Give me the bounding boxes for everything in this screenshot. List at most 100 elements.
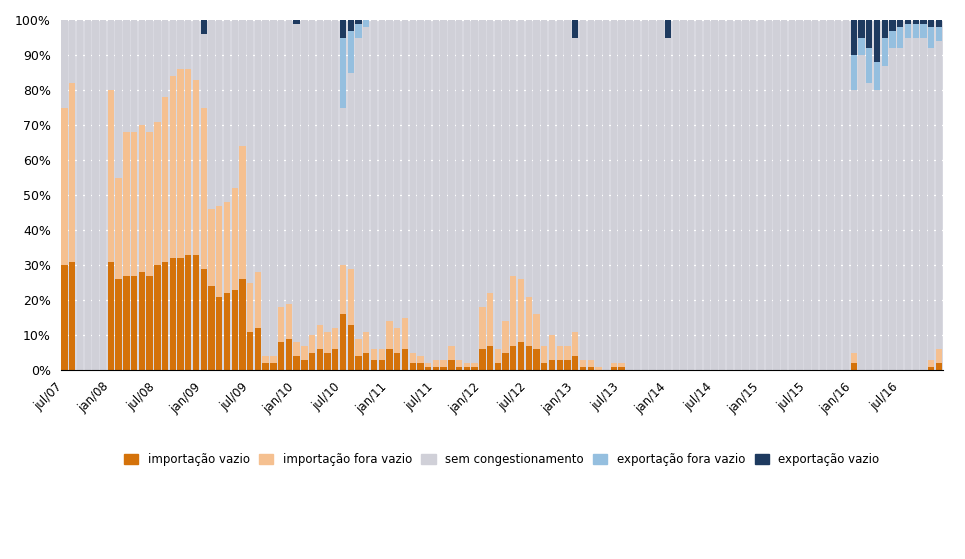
Bar: [232, 290, 238, 371]
Bar: [409, 353, 416, 363]
Bar: [480, 349, 485, 371]
Bar: [565, 20, 570, 346]
Bar: [201, 20, 207, 34]
Bar: [363, 332, 370, 353]
Bar: [549, 20, 555, 335]
Bar: [472, 20, 478, 363]
Bar: [378, 360, 385, 371]
Bar: [905, 23, 911, 37]
Bar: [850, 353, 857, 363]
Bar: [425, 20, 431, 363]
Bar: [340, 108, 346, 266]
Bar: [131, 276, 137, 371]
Bar: [897, 27, 903, 48]
Bar: [455, 367, 462, 371]
Bar: [262, 20, 269, 357]
Bar: [332, 20, 339, 328]
Bar: [719, 20, 726, 371]
Bar: [124, 276, 129, 371]
Bar: [355, 37, 362, 339]
Bar: [224, 293, 230, 371]
Bar: [703, 20, 710, 371]
Bar: [208, 209, 214, 286]
Bar: [69, 83, 75, 262]
Bar: [347, 73, 354, 269]
Bar: [510, 276, 516, 346]
Bar: [386, 20, 393, 321]
Bar: [278, 307, 285, 343]
Bar: [347, 325, 354, 371]
Bar: [688, 20, 695, 371]
Bar: [580, 20, 586, 360]
Bar: [355, 20, 362, 23]
Bar: [804, 20, 811, 371]
Bar: [139, 272, 145, 371]
Bar: [347, 20, 354, 31]
Bar: [921, 37, 926, 371]
Bar: [526, 20, 532, 297]
Bar: [239, 146, 246, 280]
Bar: [518, 20, 524, 280]
Bar: [401, 20, 408, 318]
Bar: [673, 20, 679, 371]
Bar: [340, 314, 346, 371]
Bar: [201, 34, 207, 108]
Bar: [495, 363, 501, 371]
Bar: [394, 20, 400, 328]
Bar: [696, 20, 703, 371]
Bar: [162, 20, 168, 97]
Bar: [850, 363, 857, 371]
Bar: [634, 20, 641, 371]
Bar: [355, 357, 362, 371]
Bar: [588, 20, 593, 360]
Bar: [317, 349, 323, 371]
Bar: [882, 65, 888, 371]
Bar: [534, 20, 539, 314]
Bar: [503, 353, 509, 371]
Bar: [394, 353, 400, 371]
Bar: [572, 357, 578, 371]
Bar: [913, 20, 919, 23]
Bar: [270, 357, 277, 363]
Bar: [224, 202, 230, 293]
Bar: [734, 20, 741, 371]
Bar: [897, 20, 903, 27]
Bar: [936, 363, 942, 371]
Bar: [409, 20, 416, 353]
Bar: [208, 20, 214, 209]
Bar: [116, 280, 122, 371]
Bar: [147, 20, 152, 132]
Bar: [201, 269, 207, 371]
Bar: [62, 266, 68, 371]
Bar: [487, 346, 493, 371]
Bar: [147, 276, 152, 371]
Bar: [270, 363, 277, 371]
Bar: [371, 349, 377, 360]
Bar: [278, 20, 285, 307]
Bar: [247, 332, 254, 371]
Bar: [557, 360, 563, 371]
Bar: [572, 332, 578, 357]
Bar: [232, 188, 238, 290]
Bar: [371, 360, 377, 371]
Bar: [378, 349, 385, 360]
Bar: [154, 20, 160, 122]
Bar: [665, 37, 672, 371]
Bar: [124, 20, 129, 132]
Bar: [819, 20, 826, 371]
Bar: [340, 20, 346, 37]
Bar: [611, 20, 617, 363]
Bar: [262, 363, 269, 371]
Bar: [317, 325, 323, 349]
Bar: [455, 360, 462, 367]
Bar: [541, 346, 547, 363]
Bar: [649, 20, 656, 371]
Bar: [495, 20, 501, 349]
Bar: [185, 69, 191, 255]
Bar: [867, 83, 872, 371]
Bar: [293, 20, 300, 23]
Bar: [619, 363, 624, 367]
Bar: [317, 20, 323, 325]
Bar: [858, 37, 865, 55]
Bar: [773, 20, 780, 371]
